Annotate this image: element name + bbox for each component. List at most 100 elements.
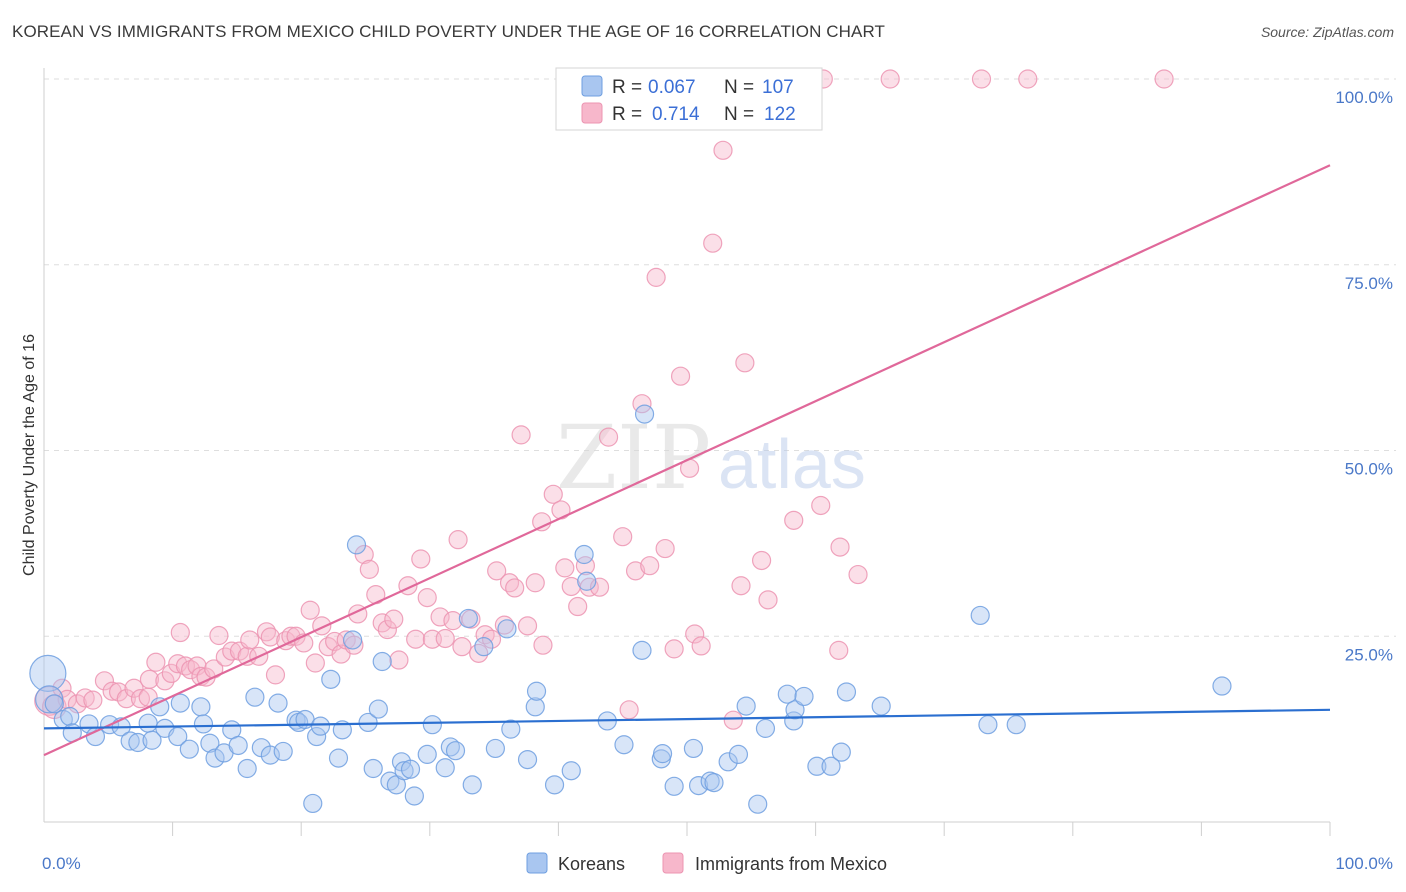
korean-point — [836, 682, 857, 702]
korean-point — [343, 630, 363, 650]
y-tick-label: 25.0% — [1345, 645, 1393, 664]
mexico-point — [222, 641, 242, 661]
x-tick-marks — [172, 822, 1331, 836]
mexico-point — [209, 625, 229, 646]
series-immigrants-from-mexico — [34, 69, 1174, 730]
mexico-point — [377, 619, 397, 640]
korean-point — [307, 726, 327, 747]
mexico-point — [713, 140, 733, 160]
korean-point — [577, 571, 597, 591]
bottom-legend-swatch-mexico — [662, 852, 684, 874]
korean-point — [755, 718, 776, 738]
korean-point — [273, 741, 293, 762]
y-tick-label: 50.0% — [1345, 460, 1393, 479]
bottom-legend-swatch-korean — [526, 852, 548, 874]
korean-point — [193, 714, 214, 734]
korean-point — [237, 758, 257, 779]
korean-point — [179, 739, 199, 759]
mexico-point — [880, 69, 900, 89]
mexico-point — [406, 629, 426, 649]
mexico-point — [731, 576, 751, 596]
mexico-point — [830, 537, 850, 557]
x-tick-labels: 0.0% 100.0% — [42, 854, 1393, 873]
korean-point — [458, 608, 478, 629]
korean-point — [462, 775, 482, 795]
korean-point — [321, 669, 341, 689]
korean-point — [718, 752, 738, 772]
mexico-point — [533, 635, 553, 655]
bottom-legend-mexico: Immigrants from Mexico — [695, 854, 887, 874]
legend-swatch-mexico — [581, 102, 603, 124]
korean-point — [120, 731, 140, 751]
korean-point — [205, 748, 225, 768]
mexico-point — [532, 512, 552, 532]
mexico-point — [848, 564, 868, 585]
mexico-point — [811, 495, 831, 516]
x-tick-label: 100.0% — [1335, 854, 1393, 873]
mexico-point — [116, 689, 136, 709]
korean-point — [138, 713, 158, 733]
mexico-point — [481, 629, 502, 649]
korean-point — [821, 756, 841, 776]
korean-point — [1006, 715, 1026, 735]
mexico-point — [240, 630, 260, 650]
korean-point — [268, 693, 288, 713]
legend-mexico-r-label: R = — [612, 104, 642, 125]
korean-point — [310, 716, 331, 736]
korean-point — [683, 738, 704, 759]
korean-point — [777, 684, 797, 704]
korean-point — [440, 737, 460, 757]
korean-point — [332, 720, 352, 740]
mexico-point — [664, 639, 684, 659]
korean-point — [372, 651, 392, 672]
mexico-point — [691, 636, 711, 656]
trend-line-korean — [43, 708, 1331, 730]
mexico-point — [83, 690, 103, 710]
korean-point — [794, 686, 814, 707]
korean-point — [1212, 676, 1232, 696]
watermark: ZIP atlas — [556, 406, 866, 509]
legend-korean-n-label: N = — [724, 77, 754, 98]
korean-point — [807, 756, 827, 776]
mexico-point — [354, 544, 374, 565]
mexico-point — [568, 596, 588, 617]
korean-point — [704, 773, 724, 793]
mexico-point — [517, 616, 538, 636]
mexico-point — [640, 556, 660, 576]
korean-point — [978, 715, 998, 735]
mexico-point — [703, 233, 723, 253]
y-tick-labels: 100.0% 75.0% 50.0% 25.0% — [1335, 88, 1393, 664]
trend-line-mexico — [43, 164, 1331, 757]
mexico-point — [723, 710, 743, 730]
series-koreans — [29, 404, 1232, 814]
korean-point — [85, 726, 106, 747]
x-tick-label: 0.0% — [42, 854, 81, 873]
korean-point — [170, 693, 190, 713]
korean-point — [128, 732, 148, 753]
mexico-point — [94, 671, 115, 691]
korean-point — [688, 775, 709, 796]
mexico-point — [124, 678, 144, 698]
mexico-point — [305, 653, 325, 673]
bottom-legend-korean: Koreans — [558, 854, 625, 874]
legend-box: R = 0.067 N = 107 R = 0.714 N = 122 — [555, 67, 823, 131]
korean-point — [228, 735, 248, 756]
bottom-legend: Koreans Immigrants from Mexico — [526, 852, 887, 874]
mexico-point — [430, 607, 450, 627]
korean-point — [328, 748, 349, 768]
korean-point — [574, 544, 594, 565]
mexico-point — [452, 637, 472, 657]
mexico-point — [685, 624, 705, 644]
korean-point — [871, 696, 891, 716]
mexico-point — [1154, 69, 1174, 89]
korean-point — [664, 776, 684, 796]
source-credit: Source: ZipAtlas.com — [1260, 24, 1394, 40]
mexico-point — [543, 484, 563, 504]
korean-point — [525, 697, 545, 717]
mexico-point — [829, 640, 849, 660]
mexico-point — [646, 267, 666, 287]
korean-point — [497, 619, 517, 639]
mexico-point — [499, 573, 520, 593]
korean-point — [544, 775, 565, 795]
legend-mexico-r-value: 0.714 — [652, 104, 700, 125]
